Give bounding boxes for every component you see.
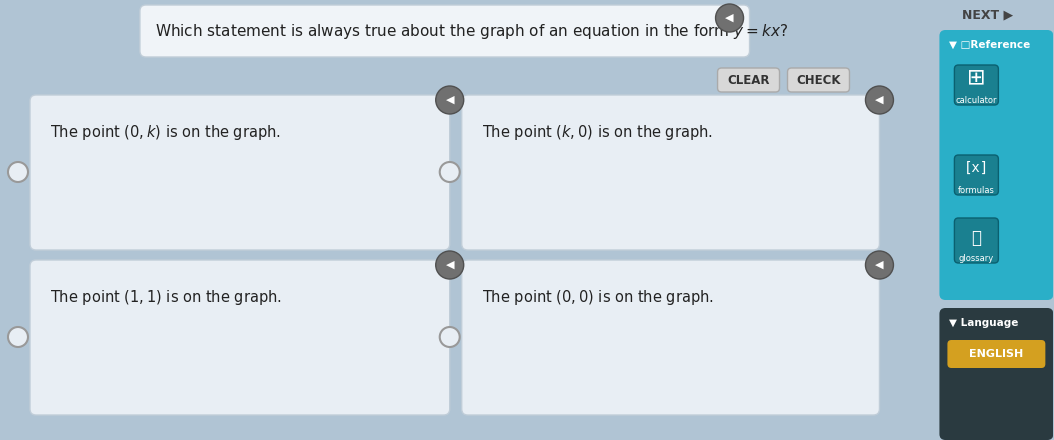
FancyBboxPatch shape <box>787 68 850 92</box>
Circle shape <box>865 86 894 114</box>
Circle shape <box>716 4 743 32</box>
Text: Which statement is always true about the graph of an equation in the form $y = k: Which statement is always true about the… <box>155 22 788 40</box>
Text: 📋: 📋 <box>972 229 981 247</box>
Circle shape <box>8 162 28 182</box>
Text: CLEAR: CLEAR <box>727 73 769 87</box>
Text: The point $(1, 1)$ is on the graph.: The point $(1, 1)$ is on the graph. <box>50 288 281 307</box>
Text: [x]: [x] <box>963 161 989 175</box>
FancyBboxPatch shape <box>955 65 998 105</box>
FancyBboxPatch shape <box>939 308 1053 440</box>
FancyBboxPatch shape <box>939 30 1053 300</box>
Text: ◀: ◀ <box>875 260 883 270</box>
Text: The point $(0, k)$ is on the graph.: The point $(0, k)$ is on the graph. <box>50 123 280 142</box>
Text: ◀: ◀ <box>875 95 883 105</box>
FancyBboxPatch shape <box>955 155 998 195</box>
Text: glossary: glossary <box>959 253 994 263</box>
Text: ⊞: ⊞ <box>968 68 985 88</box>
Text: The point $(k, 0)$ is on the graph.: The point $(k, 0)$ is on the graph. <box>482 123 713 142</box>
Circle shape <box>440 162 460 182</box>
FancyBboxPatch shape <box>462 95 879 250</box>
Text: ▼ □Reference: ▼ □Reference <box>950 40 1031 50</box>
Circle shape <box>865 251 894 279</box>
Circle shape <box>435 251 464 279</box>
FancyBboxPatch shape <box>30 260 450 415</box>
Text: ◀: ◀ <box>446 260 454 270</box>
Text: ◀: ◀ <box>725 13 734 23</box>
FancyBboxPatch shape <box>948 340 1046 368</box>
FancyBboxPatch shape <box>462 260 879 415</box>
Circle shape <box>435 86 464 114</box>
FancyBboxPatch shape <box>718 68 780 92</box>
Circle shape <box>440 327 460 347</box>
Text: ▼ Language: ▼ Language <box>950 318 1019 328</box>
FancyBboxPatch shape <box>140 5 749 57</box>
Text: CHECK: CHECK <box>796 73 841 87</box>
Text: calculator: calculator <box>956 95 997 105</box>
Text: The point $(0, 0)$ is on the graph.: The point $(0, 0)$ is on the graph. <box>482 288 714 307</box>
FancyBboxPatch shape <box>955 218 998 263</box>
Text: ENGLISH: ENGLISH <box>970 349 1023 359</box>
Text: NEXT ▶: NEXT ▶ <box>962 8 1013 21</box>
Text: formulas: formulas <box>958 186 995 194</box>
Circle shape <box>8 327 28 347</box>
FancyBboxPatch shape <box>30 95 450 250</box>
Text: ◀: ◀ <box>446 95 454 105</box>
